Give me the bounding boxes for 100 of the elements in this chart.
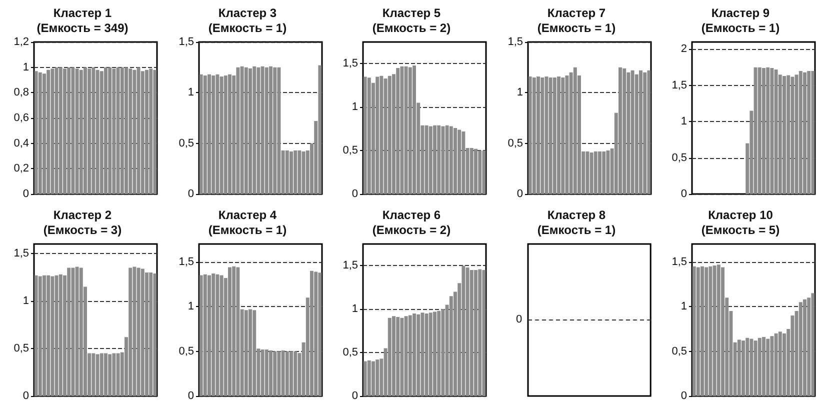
bar (602, 151, 606, 194)
y-tick-label: 1,2 (14, 36, 29, 48)
bar (100, 353, 104, 396)
bar (412, 313, 416, 396)
bar (429, 126, 433, 194)
bar (778, 332, 782, 396)
bar (782, 333, 786, 396)
y-tick-label: 0 (352, 390, 358, 402)
text: Кластер 8 (547, 208, 606, 222)
chart-subtitle: (Емкость = 2) (372, 223, 451, 237)
y-tick-label: 0 (22, 188, 29, 200)
bar (310, 270, 314, 396)
bar (392, 316, 396, 396)
bar (104, 353, 108, 396)
bar (248, 309, 252, 396)
bar (696, 267, 700, 396)
bar (462, 266, 466, 396)
y-tick-label: 0 (187, 390, 194, 402)
chart-title: Кластер 1 (53, 6, 112, 20)
bar (268, 66, 272, 194)
y-tick-label: 0,5 (672, 345, 688, 358)
bar (454, 128, 458, 194)
y-tick-label: 0,5 (342, 144, 358, 157)
bar (437, 310, 441, 396)
bar (420, 312, 424, 396)
y-tick-label: 0 (681, 390, 688, 402)
bar (556, 76, 560, 194)
bar (396, 316, 400, 396)
chart-title: Кластер 9 (712, 6, 770, 20)
bar (466, 267, 470, 396)
y-tick-label: 1,5 (178, 256, 194, 268)
bar (293, 351, 297, 396)
y-tick-label: 1 (187, 300, 194, 313)
bar (803, 299, 807, 396)
bar (207, 74, 211, 194)
bar (458, 130, 462, 194)
bar (363, 361, 367, 396)
y-tick-label: 0,5 (508, 137, 523, 150)
bar (478, 150, 482, 194)
bar (404, 316, 408, 396)
bar (560, 77, 564, 194)
bar (758, 338, 762, 396)
bar (552, 77, 556, 194)
chart-subtitle: (Емкость = 1) (702, 21, 780, 35)
bar (548, 77, 552, 194)
bar (738, 340, 742, 396)
bar (372, 361, 376, 396)
bar (450, 296, 454, 396)
bar (692, 266, 696, 396)
chart-subtitle: (Емкость = 349) (36, 21, 128, 35)
bar (717, 264, 721, 396)
y-tick-label: 0,5 (178, 137, 194, 150)
bar (252, 310, 256, 396)
bar (153, 273, 157, 396)
bar (268, 350, 272, 396)
y-tick-label: 0,5 (342, 346, 358, 359)
bar (478, 269, 482, 396)
bar (363, 76, 367, 194)
bar (742, 340, 746, 396)
y-tick-label: 0,2 (14, 162, 29, 175)
y-tick-label: 0,5 (672, 152, 688, 164)
bar (424, 125, 428, 194)
bar (79, 268, 83, 396)
bar (618, 67, 622, 194)
bar (145, 272, 148, 396)
bar (799, 70, 803, 194)
y-tick-label: 1 (352, 101, 358, 114)
chart-subtitle: (Емкость = 1) (537, 21, 616, 35)
bar (803, 72, 807, 194)
bar (116, 353, 120, 396)
bar (128, 268, 132, 396)
chart-subtitle: (Емкость = 5) (702, 223, 780, 237)
bar (54, 275, 58, 396)
bar (67, 268, 71, 396)
bar (433, 125, 437, 194)
y-tick-label: 0 (22, 390, 29, 402)
bar (289, 351, 293, 396)
bar (408, 67, 412, 194)
y-tick-label: 1,5 (14, 248, 29, 260)
chart-subtitle: (Емкость = 2) (372, 21, 451, 35)
chart-title: Кластер 4 (218, 208, 277, 222)
bar (108, 354, 112, 396)
bar (445, 125, 449, 194)
bar (38, 276, 42, 396)
y-tick-label: 1 (681, 116, 688, 128)
bar (450, 126, 454, 194)
chart-subtitle: (Емкость = 1) (208, 223, 286, 237)
y-tick-label: 1 (22, 295, 29, 307)
bar (211, 75, 215, 194)
bar (532, 77, 536, 194)
bar (50, 276, 54, 396)
chart-title: Кластер 7 (547, 6, 606, 20)
bar (433, 312, 437, 396)
bar (396, 68, 400, 194)
chart-title: Кластер 3 (218, 6, 277, 20)
bar (368, 360, 372, 396)
bar (700, 266, 704, 396)
bar (136, 268, 140, 396)
bar (252, 66, 256, 194)
bar (782, 76, 786, 194)
